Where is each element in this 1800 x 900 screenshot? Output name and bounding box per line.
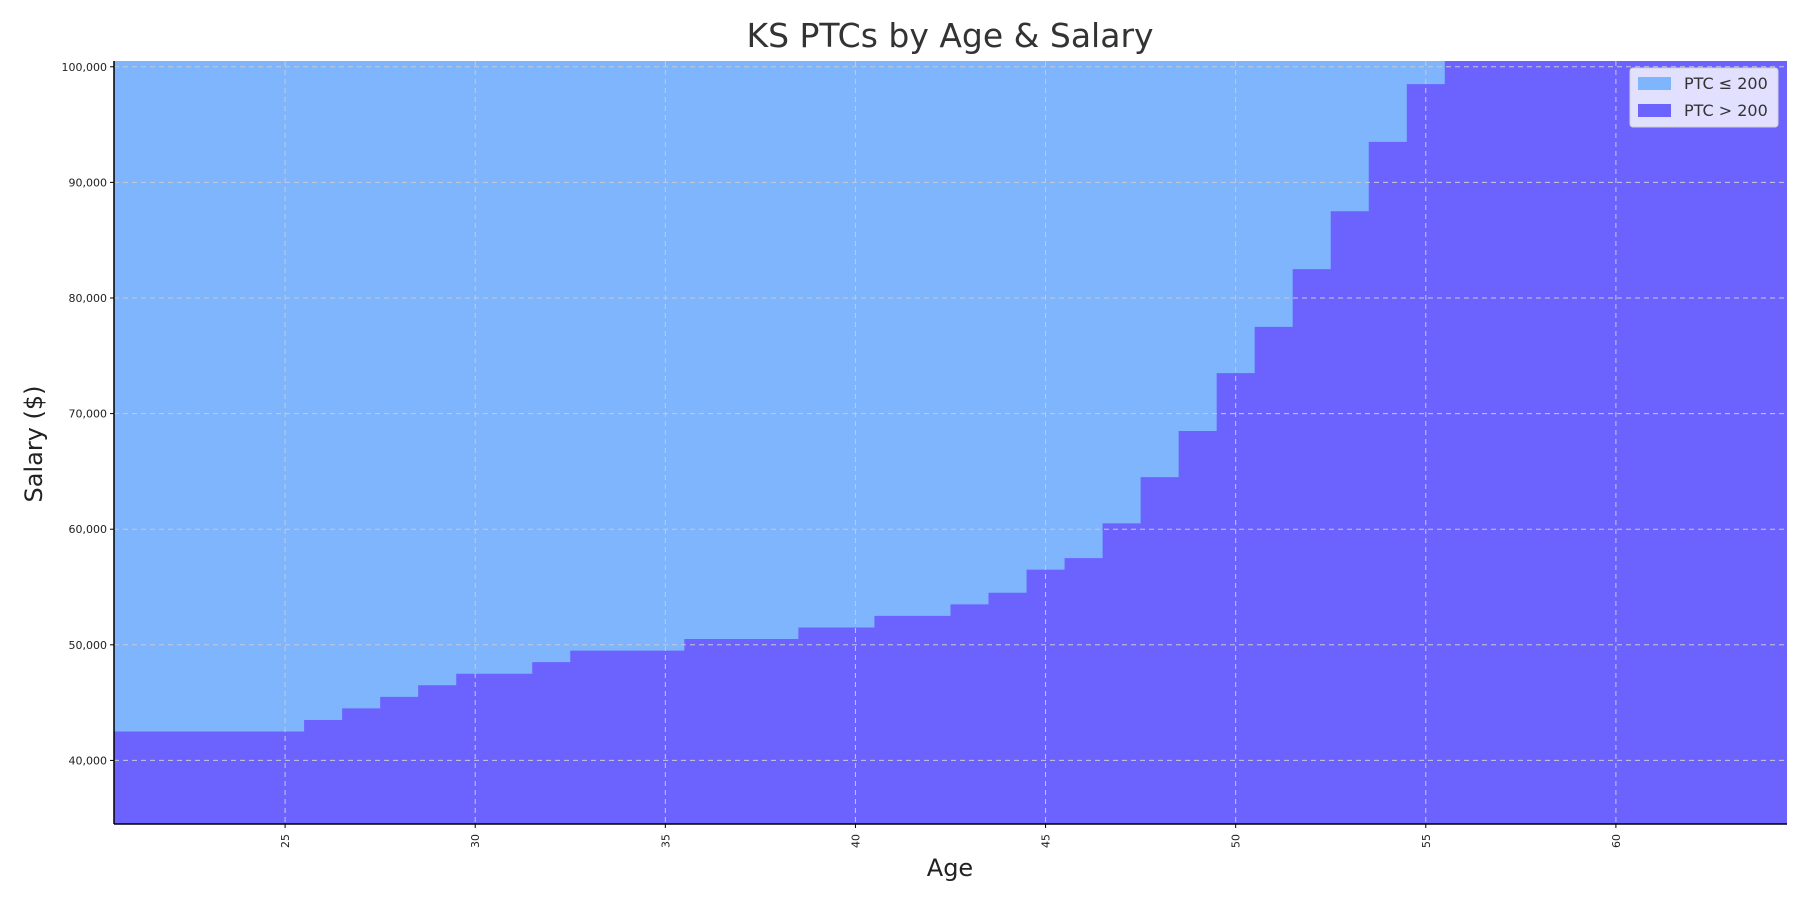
y-tick-label: 70,000: [69, 408, 108, 421]
chart-title: KS PTCs by Age & Salary: [746, 16, 1153, 55]
y-ticks: 40,000 50,000 60,000 70,000 80,000 90,000 100,…: [62, 61, 114, 767]
y-tick-label: 50,000: [69, 639, 108, 652]
x-ticks: 25 30 35 40 45 50 55 60: [279, 824, 1623, 848]
x-tick-label: 60: [1610, 834, 1623, 848]
plot-area: [114, 61, 1787, 824]
x-tick-label: 50: [1230, 834, 1243, 848]
legend-swatch-ptc-le-200: [1638, 77, 1671, 90]
legend: PTC ≤ 200 PTC > 200: [1629, 67, 1779, 128]
legend-swatch-ptc-gt-200: [1638, 104, 1671, 117]
x-tick-label: 35: [659, 834, 672, 848]
y-axis-label: Salary ($): [20, 385, 48, 502]
x-tick-label: 45: [1040, 834, 1053, 848]
x-tick-label: 55: [1420, 834, 1433, 848]
x-tick-label: 25: [279, 834, 292, 848]
grid: [114, 61, 1787, 824]
x-tick-label: 30: [469, 834, 482, 848]
y-tick-label: 40,000: [69, 754, 108, 767]
y-tick-label: 60,000: [69, 523, 108, 536]
y-tick-label: 100,000: [62, 61, 108, 74]
legend-label-ptc-gt-200: PTC > 200: [1684, 101, 1768, 120]
axes: [113, 61, 1787, 825]
area-ptc-gt-200: [114, 61, 1787, 824]
x-tick-label: 40: [849, 834, 862, 848]
y-tick-label: 90,000: [69, 176, 108, 189]
legend-label-ptc-le-200: PTC ≤ 200: [1684, 74, 1768, 93]
y-tick-label: 80,000: [69, 292, 108, 305]
x-axis-label: Age: [927, 854, 973, 882]
